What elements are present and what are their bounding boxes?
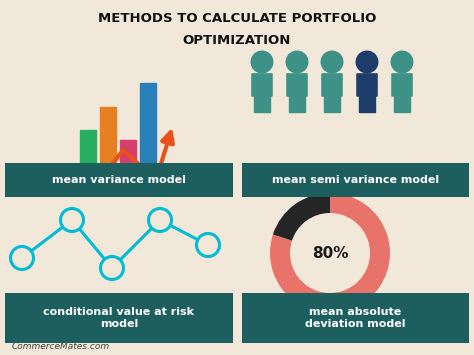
Circle shape (10, 246, 34, 269)
Text: mean absolute
deviation model: mean absolute deviation model (305, 307, 406, 329)
Circle shape (320, 50, 344, 73)
Circle shape (285, 50, 309, 73)
Bar (5, 163, 233, 197)
Bar (324, 96, 332, 112)
Bar (402, 96, 410, 112)
Bar (297, 96, 305, 112)
Text: mean variance model: mean variance model (52, 175, 186, 185)
Bar (100, 107, 116, 185)
FancyBboxPatch shape (251, 73, 273, 97)
Circle shape (100, 257, 124, 279)
Bar (359, 96, 367, 112)
Bar (120, 140, 136, 185)
Circle shape (356, 50, 378, 73)
FancyBboxPatch shape (356, 73, 378, 97)
Bar (254, 96, 262, 112)
Circle shape (148, 208, 172, 231)
Bar (242, 163, 469, 197)
Bar (367, 96, 375, 112)
Bar (289, 96, 297, 112)
Bar (5, 293, 233, 343)
Text: mean semi variance model: mean semi variance model (272, 175, 439, 185)
Text: conditional value at risk
model: conditional value at risk model (44, 307, 194, 329)
Circle shape (391, 50, 413, 73)
Circle shape (251, 50, 273, 73)
Bar (332, 96, 340, 112)
Bar (242, 293, 469, 343)
Wedge shape (273, 193, 330, 241)
Bar (140, 83, 156, 185)
Text: 80%: 80% (312, 246, 348, 261)
FancyBboxPatch shape (321, 73, 343, 97)
Bar (394, 96, 401, 112)
Circle shape (197, 234, 219, 257)
Text: OPTIMIZATION: OPTIMIZATION (183, 33, 291, 47)
Bar (80, 130, 96, 185)
FancyBboxPatch shape (286, 73, 308, 97)
Wedge shape (270, 193, 390, 313)
Circle shape (61, 208, 83, 231)
Bar (262, 96, 270, 112)
Text: CommerceMates.com: CommerceMates.com (12, 342, 110, 351)
Text: METHODS TO CALCULATE PORTFOLIO: METHODS TO CALCULATE PORTFOLIO (98, 11, 376, 24)
FancyBboxPatch shape (391, 73, 413, 97)
